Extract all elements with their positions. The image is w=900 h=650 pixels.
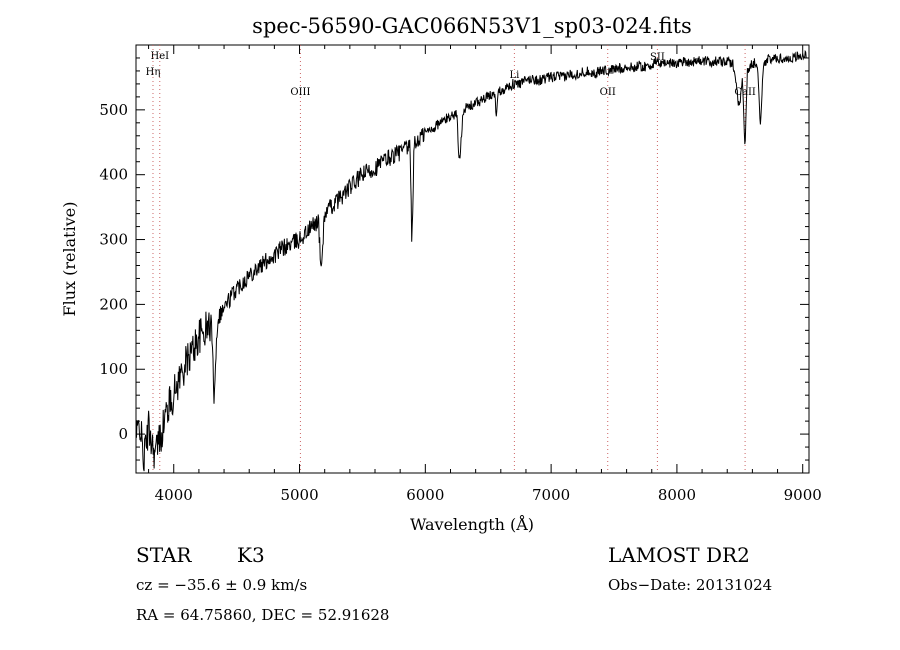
spectral-line-label: SII [650, 52, 665, 63]
object-subclass: K3 [237, 543, 265, 567]
spectral-line-label: OIII [290, 87, 310, 98]
x-axis-label: Wavelength (Å) [410, 514, 534, 534]
redshift-velocity: cz = −35.6 ± 0.9 km/s [136, 576, 307, 594]
object-type: STAR [136, 543, 192, 567]
spectral-line-label: Li [509, 70, 519, 81]
y-tick-label: 100 [99, 360, 128, 378]
x-tick-label: 7000 [532, 486, 570, 504]
y-tick-label: 200 [99, 295, 128, 313]
coordinates: RA = 64.75860, DEC = 52.91628 [136, 606, 389, 624]
spectrum-line [135, 49, 807, 472]
spectral-line-label: Hη [146, 67, 161, 78]
survey-name: LAMOST DR2 [608, 543, 750, 567]
x-tick-label: 4000 [155, 486, 193, 504]
y-tick-label: 400 [99, 166, 128, 184]
y-tick-label: 300 [99, 231, 128, 249]
y-tick-label: 0 [118, 425, 128, 443]
spectral-line-label: CaII [734, 87, 756, 98]
chart-title: spec-56590-GAC066N53V1_sp03-024.fits [252, 14, 692, 38]
spectral-line-markers: HeI Hη OIII Li OII SII CaII [146, 45, 756, 473]
spectral-line-label: OII [600, 87, 616, 98]
y-tick-label: 500 [99, 101, 128, 119]
plot-frame [135, 44, 810, 474]
x-tick-label: 8000 [658, 486, 696, 504]
spectral-line-label: HeI [150, 51, 169, 62]
x-tick-label: 5000 [280, 486, 318, 504]
axis-tick-labels: 4000 5000 6000 7000 8000 9000 0 100 200 300 400 500 [99, 101, 821, 504]
y-axis-label: Flux (relative) [60, 202, 79, 317]
observation-date: Obs−Date: 20131024 [608, 576, 772, 594]
x-tick-label: 6000 [406, 486, 444, 504]
x-tick-label: 9000 [784, 486, 822, 504]
